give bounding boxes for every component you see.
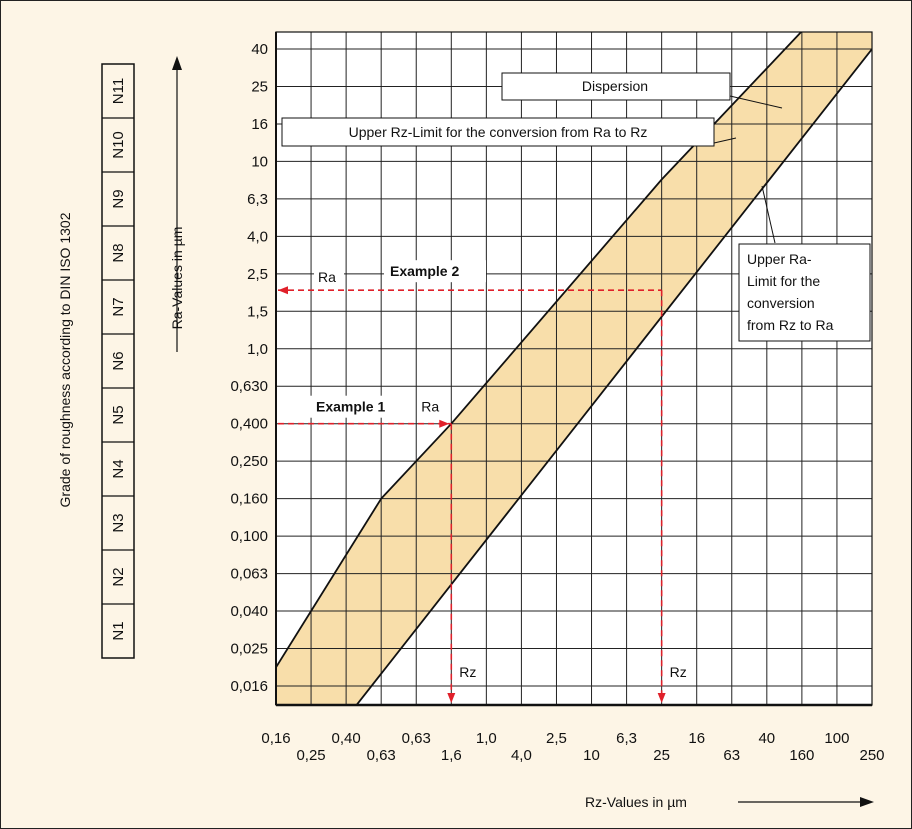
x-tick-label: 25 [653,747,670,764]
dispersion-band [276,32,872,705]
example-ra-label-bg [314,268,344,287]
y-tick-label: 10 [251,153,268,170]
x-tick-label: 100 [824,730,849,747]
y-tick-label: 0,063 [230,566,268,583]
grade-label: N7 [110,297,127,316]
upper-rz-label-box [281,117,715,147]
example-ra-label: Ra [318,269,336,285]
y-tick-label: 40 [251,41,268,58]
x-tick-label: 1,6 [441,747,462,764]
example-down-arrowhead [657,693,666,703]
y-tick-label: 4,0 [247,228,268,245]
dispersion-leader [729,95,783,109]
grade-label: N10 [110,131,127,159]
x-tick-label: 0,16 [261,730,290,747]
y-axis-title-arrowhead [172,56,182,70]
y-tick-label: 0,025 [230,641,268,658]
x-tick-label: 250 [859,747,884,764]
dispersion-label-box [501,72,731,101]
grade-label: N2 [110,567,127,586]
example-name: Example 2 [390,263,459,279]
x-tick-label: 1,0 [476,730,497,747]
y-tick-label: 1,5 [247,303,268,320]
grade-axis-title: Grade of roughness according to DIN ISO … [57,212,73,507]
y-tick-label: 0,100 [230,528,268,545]
y-tick-label: 25 [251,78,268,95]
y-tick-label: 6,3 [247,191,268,208]
y-tick-label: 16 [251,116,268,133]
grade-label: N8 [110,243,127,262]
upper-rz-leader [713,137,737,144]
x-tick-label: 63 [723,747,740,764]
upper-ra-label-line: Upper Ra- [747,251,812,267]
example-ra-label: Ra [421,399,439,415]
y-tick-label: 2,5 [247,266,268,283]
y-tick-label: 0,630 [230,378,268,395]
dispersion-label: Dispersion [582,78,648,94]
example-left-arrowhead [278,286,288,295]
x-tick-label: 0,63 [402,730,431,747]
example-rz-label: Rz [459,664,476,680]
series-line-upper-ra [355,48,872,705]
upper-ra-label-line: from Rz to Ra [747,317,834,333]
upper-ra-leader [761,185,776,244]
y-tick-label: 0,040 [230,603,268,620]
x-tick-label: 6,3 [616,730,637,747]
grade-label: N5 [110,405,127,424]
x-tick-label: 10 [583,747,600,764]
x-tick-label: 0,25 [296,747,325,764]
y-tick-label: 0,400 [230,416,268,433]
y-tick-label: 0,160 [230,491,268,508]
x-tick-label: 0,40 [332,730,361,747]
example-rz-label: Rz [670,664,687,680]
example-down-arrowhead [447,693,456,703]
grade-label: N6 [110,351,127,370]
y-tick-label: 0,250 [230,453,268,470]
x-tick-label: 40 [758,730,775,747]
grade-label: N1 [110,621,127,640]
x-axis-title: Rz-Values in µm [585,794,687,810]
example-name-bg [384,260,486,283]
upper-rz-label: Upper Rz-Limit for the conversion from R… [349,124,648,140]
example-name: Example 1 [316,399,385,415]
upper-ra-label-box [738,243,871,342]
upper-ra-label-line: Limit for the [747,273,820,289]
grade-label: N9 [110,189,127,208]
grade-label: N3 [110,513,127,532]
example-name-bg [310,395,410,418]
x-tick-label: 160 [789,747,814,764]
grade-label: N4 [110,459,127,478]
x-tick-label: 16 [688,730,705,747]
x-tick-label: 2,5 [546,730,567,747]
y-tick-label: 0,016 [230,678,268,695]
example-right-arrowhead [439,419,450,428]
grade-label: N11 [110,78,127,104]
upper-ra-label-line: conversion [747,295,815,311]
grade-column [101,63,135,659]
x-tick-label: 0,63 [367,747,396,764]
x-tick-label: 4,0 [511,747,532,764]
y-tick-label: 1,0 [247,341,268,358]
x-axis-title-arrowhead [860,797,874,807]
